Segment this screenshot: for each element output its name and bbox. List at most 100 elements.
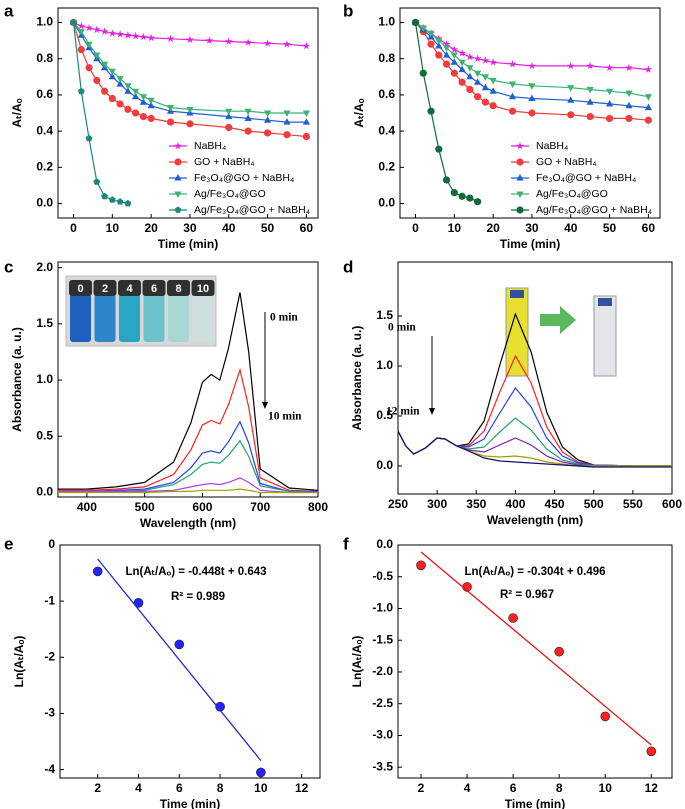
data-line [58,292,319,491]
x-tick-label: 700 [250,500,270,514]
data-point [263,129,272,137]
y-axis-title: Aₜ/Aₒ [352,98,366,127]
x-tick-label: 12 [645,781,659,795]
y-tick-label: 1.0 [376,358,393,372]
data-point [101,192,108,200]
data-line [397,386,672,467]
x-axis-title: Wavelength (nm) [140,516,236,530]
vial [70,294,91,342]
data-point [474,93,482,101]
annotation: 12 min [386,406,420,418]
data-point [93,178,101,185]
data-point [458,59,466,67]
data-point [256,767,266,778]
vial-label: 4 [126,283,133,295]
x-tick-label: 40 [222,221,236,235]
x-tick-label: 8 [217,781,224,795]
data-point [474,198,482,206]
x-tick-label: 0 [70,221,77,235]
data-point [302,41,311,50]
data-point [123,31,132,39]
data-point [427,30,435,38]
data-line [58,439,319,494]
data-point [92,25,101,34]
data-point [77,22,86,30]
data-point [139,94,147,101]
data-point [302,110,310,117]
y-tick-label: 0.2 [378,159,395,173]
x-tick-label: 60 [642,221,656,235]
data-line [397,354,672,467]
cuvette-cap [598,298,612,306]
data-point [644,103,652,111]
x-tick-label: 0 [412,221,419,235]
data-point [147,114,155,123]
legend-marker [174,141,182,150]
x-tick-label: 800 [308,500,328,514]
data-point [443,45,451,52]
y-axis-title: Absorbance (a. u.) [350,326,364,431]
y-tick-label: 2.0 [36,260,53,274]
y-tick-label: -1.0 [372,601,393,615]
y-axis-title: Ln(Aₜ/Aₒ) [12,636,26,688]
data-point [166,34,175,43]
data-point [508,92,517,100]
data-point [489,87,497,94]
legend-marker [516,141,524,150]
data-point [224,37,233,45]
data-point [442,176,451,184]
data-point [605,114,614,123]
y-tick-label: 0.0 [376,537,393,551]
data-point [465,52,474,61]
data-point [466,65,474,72]
data-point [108,72,116,80]
y-tick-label: -2 [44,649,55,663]
legend-marker [174,158,182,166]
data-point [116,198,124,205]
legend-label: NaBH₄ [194,140,226,152]
y-tick-label: -4 [44,762,55,776]
x-tick-label: 6 [510,781,517,795]
data-point [419,69,427,77]
data-point [435,38,443,45]
data-point [625,114,633,123]
data-point [508,60,517,68]
data-point [147,101,155,109]
data-point [147,33,156,42]
x-tick-label: 500 [584,497,604,511]
vial-cap [118,280,141,296]
x-tick-label: 50 [603,221,617,235]
data-point [93,52,101,59]
data-point [466,85,474,94]
y-tick-label: 0.2 [36,159,53,173]
legend-marker [516,191,524,198]
data-point [435,42,443,49]
x-tick-label: 2 [94,781,101,795]
data-point [443,51,451,58]
data-point [147,97,155,105]
legend-label: Ag/Fe₃O₄@GO [194,188,266,200]
legend-label: Fe₃O₄@GO + NaBH₄ [536,172,636,184]
x-tick-label: 10 [448,221,462,235]
data-point [567,96,575,103]
x-axis-title: Time (min) [158,237,218,251]
panel-letter: b [343,1,353,20]
legend-marker [516,174,524,181]
annotation: Ln(Aₜ/Aₒ) = -0.448t + 0.643 [125,566,266,578]
data-point [124,87,132,94]
data-point [93,76,101,85]
data-point [625,101,633,109]
plot-frame [59,544,321,779]
data-point [186,120,194,128]
y-tick-label: 0.0 [378,196,395,210]
legend-label: Ag/Fe₃O₄@GO + NaBH₄ [536,204,652,216]
data-point [466,72,474,80]
annotation: 0 min [270,312,298,324]
y-tick-label: 0.0 [36,196,53,210]
y-axis-title: Ln(Aₜ/Aₒ) [350,636,364,688]
data-point [481,98,489,106]
data-line [58,488,318,494]
vial-label: 6 [151,283,157,295]
y-axis-title: Aₜ/Aₒ [10,98,24,127]
data-point [116,30,124,38]
